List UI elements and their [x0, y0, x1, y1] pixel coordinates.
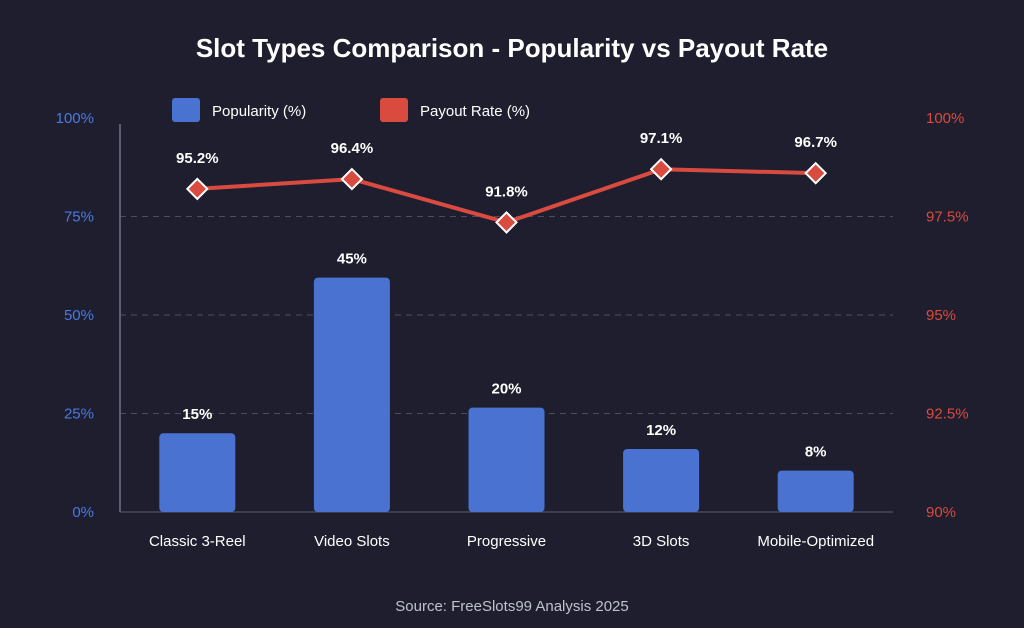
- bar-popularity: [313, 277, 390, 512]
- payout-value-label: 96.7%: [794, 134, 837, 151]
- payout-value-label: 96.4%: [331, 140, 374, 157]
- payout-value-label: 91.8%: [485, 183, 528, 200]
- x-category-label: Progressive: [467, 533, 546, 550]
- payout-marker: [340, 167, 364, 191]
- payout-marker: [495, 210, 518, 234]
- bar-popularity: [159, 433, 236, 512]
- y-left-tick-label: 75%: [64, 209, 94, 226]
- bar-value-label: 45%: [337, 251, 367, 268]
- bar-value-label: 8%: [805, 444, 827, 461]
- y-left-tick-label: 0%: [72, 504, 94, 521]
- y-left-tick-label: 50%: [64, 307, 94, 324]
- legend-swatch-payout: [380, 98, 408, 122]
- legend-label-popularity: Popularity (%): [212, 103, 306, 120]
- payout-marker: [649, 157, 673, 181]
- bar-value-label: 12%: [646, 422, 676, 439]
- y-right-tick-label: 90%: [926, 504, 956, 521]
- x-category-label: 3D Slots: [633, 533, 690, 550]
- payout-marker: [804, 161, 828, 185]
- x-category-label: Classic 3-Reel: [149, 533, 246, 550]
- bar-popularity: [623, 448, 700, 512]
- x-category-label: Mobile-Optimized: [757, 533, 874, 550]
- bar-value-label: 15%: [182, 406, 212, 423]
- y-left-tick-label: 100%: [56, 110, 94, 127]
- legend-label-payout: Payout Rate (%): [420, 103, 530, 120]
- bar-value-label: 20%: [491, 381, 521, 398]
- payout-value-label: 95.2%: [176, 150, 219, 167]
- payout-value-label: 97.1%: [640, 130, 683, 147]
- y-right-tick-label: 92.5%: [926, 406, 969, 423]
- y-right-tick-label: 97.5%: [926, 209, 969, 226]
- y-right-tick-label: 95%: [926, 307, 956, 324]
- chart-source: Source: FreeSlots99 Analysis 2025: [395, 598, 628, 615]
- legend-swatch-popularity: [172, 98, 200, 122]
- payout-marker: [185, 177, 209, 201]
- chart-title: Slot Types Comparison - Popularity vs Pa…: [196, 33, 828, 63]
- bar-popularity: [468, 407, 545, 512]
- y-right-tick-label: 100%: [926, 110, 964, 127]
- bar-popularity: [777, 470, 854, 512]
- x-category-label: Video Slots: [314, 533, 390, 550]
- y-left-tick-label: 25%: [64, 406, 94, 423]
